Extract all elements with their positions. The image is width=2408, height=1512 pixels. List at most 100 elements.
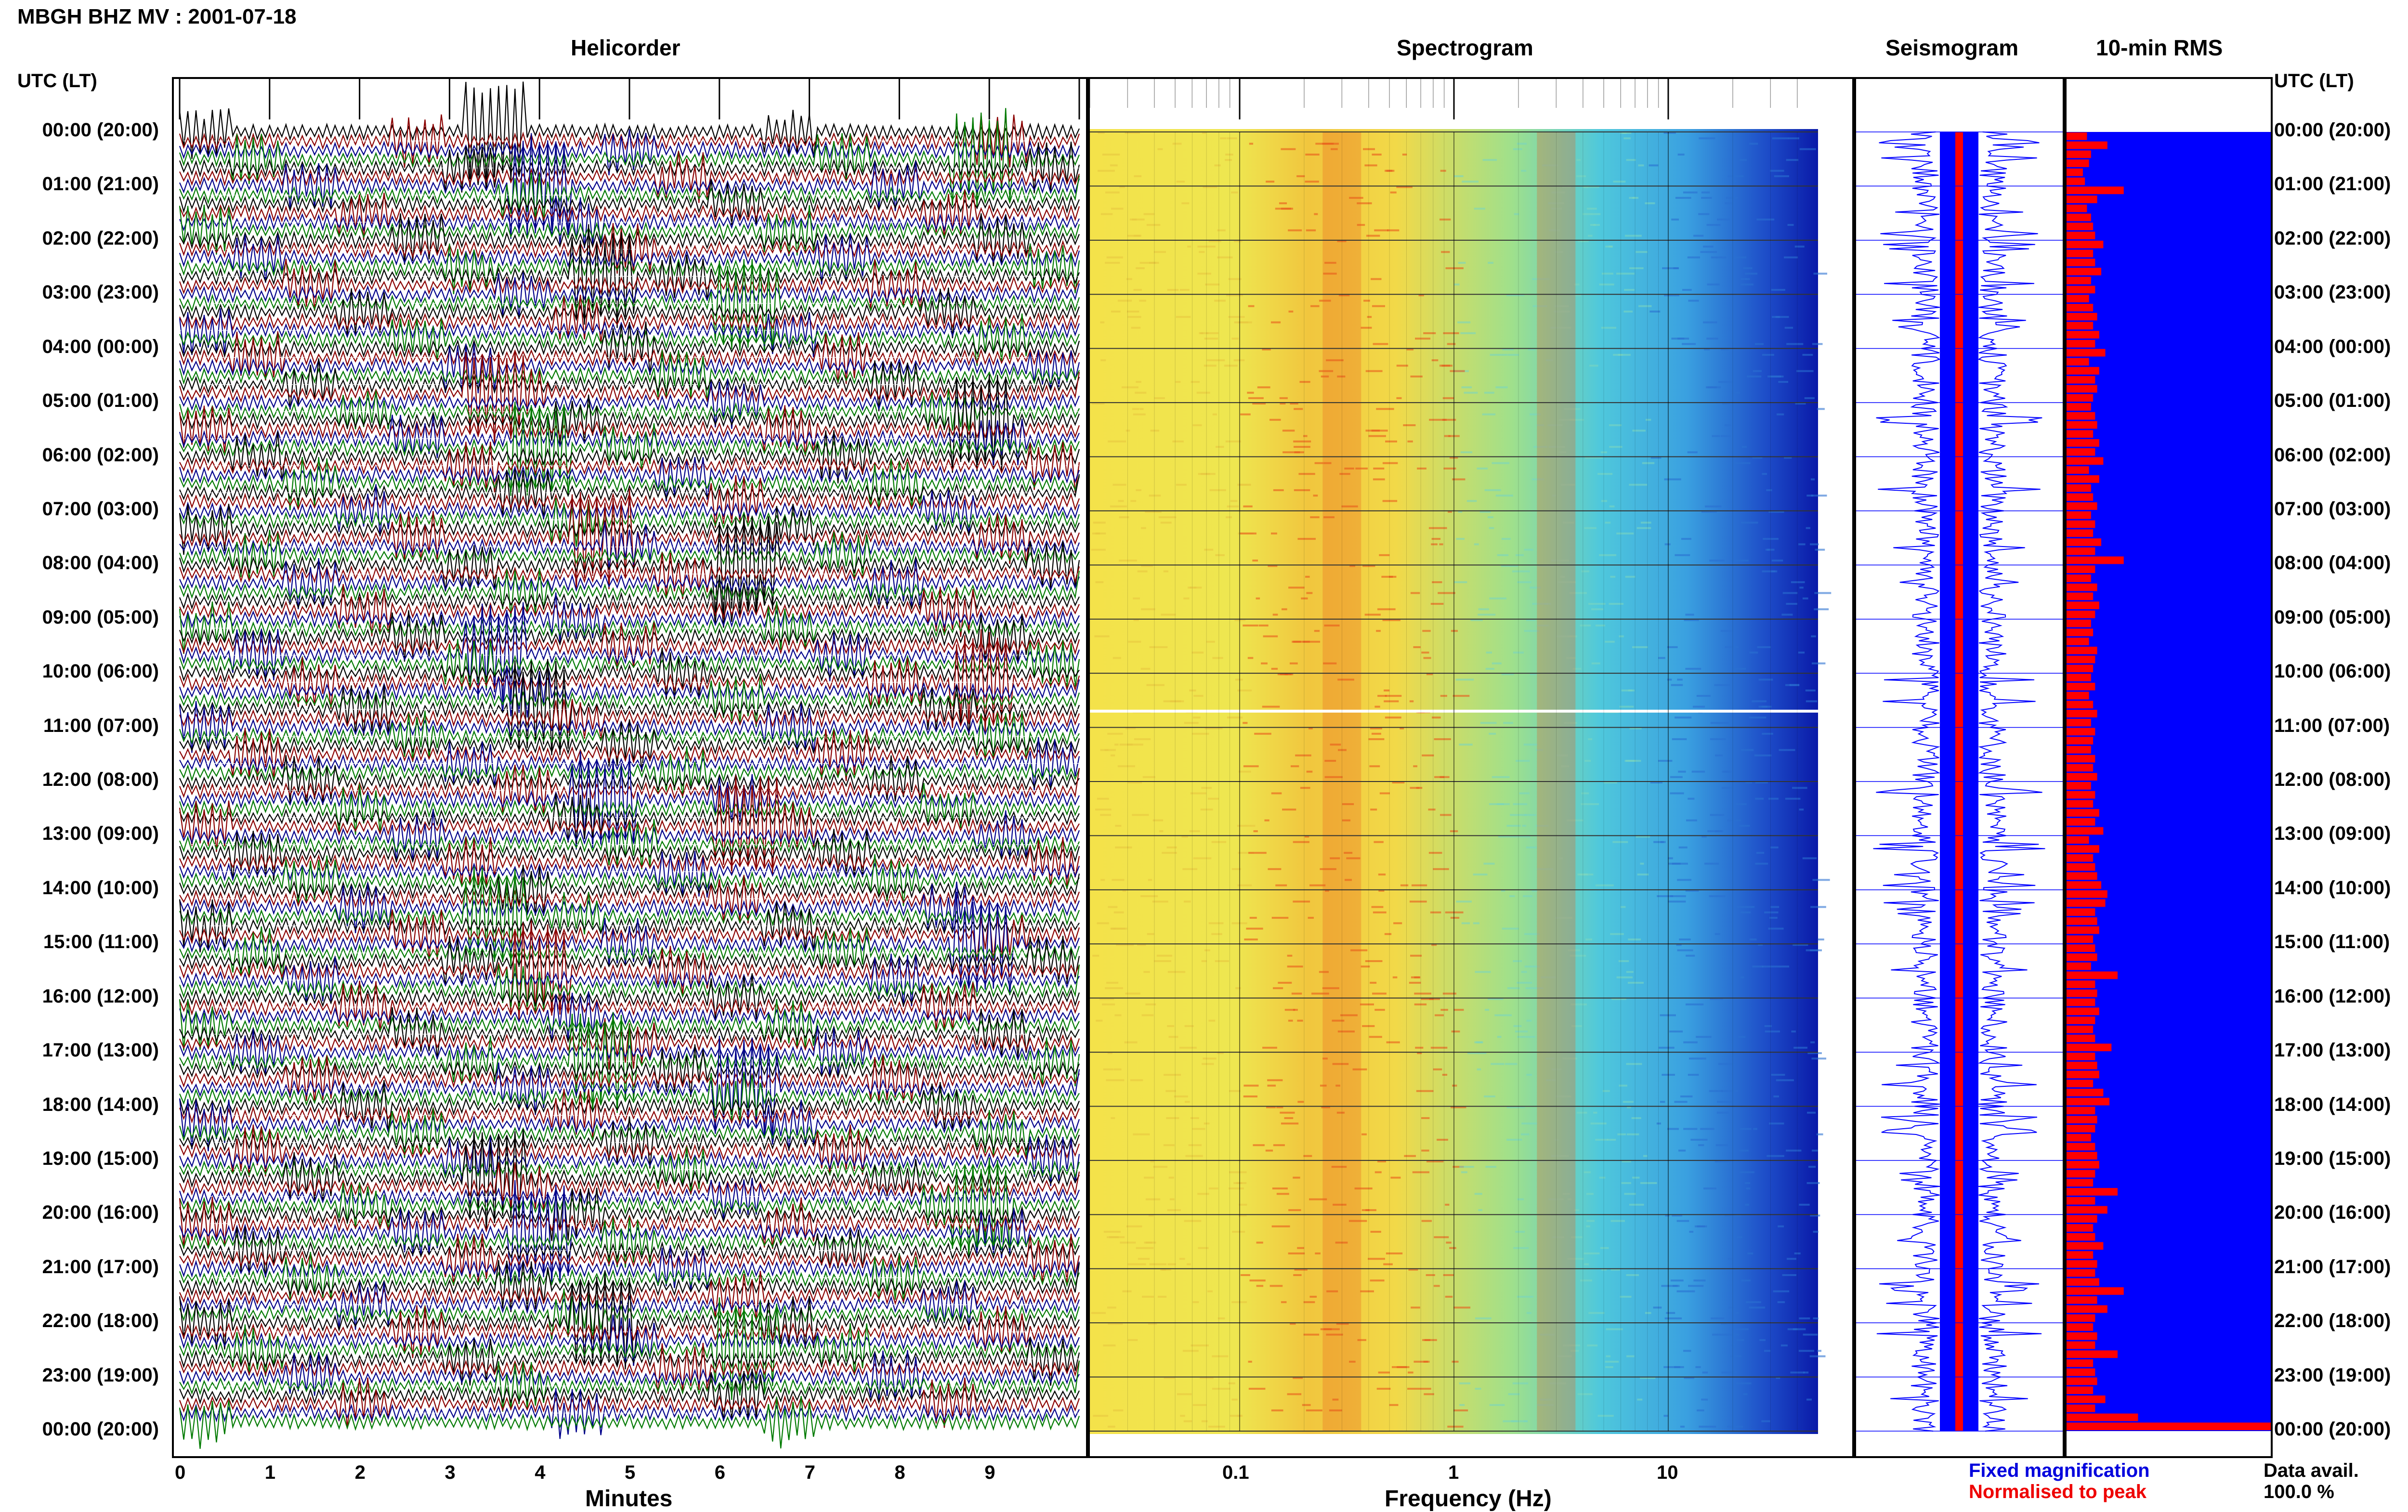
spectrogram-speckle: [1136, 267, 1145, 270]
spectrogram-speckle: [1290, 403, 1298, 405]
spectrogram-speckle: [1113, 1068, 1122, 1070]
spectrogram-speckle: [1519, 792, 1530, 795]
spectrogram-speckle: [1393, 922, 1402, 925]
time-label-right: 15:00 (11:00): [2274, 931, 2390, 953]
spectrogram-speckle: [1586, 1225, 1590, 1227]
helicorder-trace: [179, 1157, 1080, 1258]
spectrogram-speckle: [1763, 538, 1779, 540]
spectrogram-speckle: [1513, 960, 1522, 962]
spectrogram-speckle: [1617, 1133, 1626, 1135]
helicorder-trace: [179, 851, 1080, 898]
spectrogram-speckle: [1382, 500, 1398, 502]
helicorder-trace: [179, 639, 1080, 691]
spectrogram-speckle: [1165, 1090, 1176, 1092]
spectrogram-speckle: [1610, 1220, 1625, 1222]
spectrogram-speckle: [1243, 505, 1253, 508]
spectrogram-speckle: [1231, 338, 1239, 340]
spectrogram-speckle: [1092, 532, 1106, 534]
spectrogram-speckle: [1677, 879, 1692, 881]
spectrogram-speckle: [1675, 554, 1690, 556]
spectrogram-speckle: [1294, 446, 1310, 448]
spectrogram-speckle: [1514, 835, 1531, 838]
spectrogram-speckle: [1636, 251, 1648, 253]
spectrogram-speckle: [1636, 527, 1651, 529]
helicorder-trace: [179, 378, 1080, 429]
spectrogram-speckle: [1795, 403, 1806, 405]
spectrogram-speckle: [1421, 1220, 1432, 1222]
spectrogram-speckle: [1811, 495, 1827, 497]
spectrogram-speckle: [1737, 906, 1755, 908]
rms-bar: [2067, 331, 2099, 339]
spectrogram-speckle: [1337, 1030, 1355, 1033]
spectrogram-speckle: [1323, 462, 1332, 464]
spectrogram-speckle: [1212, 1355, 1229, 1357]
rms-bar: [2067, 1124, 2095, 1133]
spectrogram-speckle: [1205, 283, 1220, 286]
spectrogram-speckle: [1449, 1247, 1456, 1249]
spectrogram-speckle: [1638, 305, 1652, 307]
spectrogram-speckle: [1605, 521, 1611, 524]
spectrogram-speckle: [1459, 1404, 1465, 1406]
helicorder-trace: [179, 469, 1080, 520]
spectrogram-speckle: [1134, 738, 1151, 741]
helicorder-trace: [179, 272, 1080, 319]
spectrogram-speckle: [1297, 1247, 1304, 1249]
spectrogram-speckle: [1215, 554, 1225, 556]
spectrogram-speckle: [1315, 1252, 1321, 1255]
spectrogram-speckle: [1337, 375, 1346, 378]
rms-bar: [2067, 421, 2097, 429]
rms-bar: [2067, 313, 2097, 321]
spectrogram-speckle: [1739, 1149, 1749, 1152]
spectrogram-speckle: [1453, 695, 1470, 697]
helicorder-trace: [179, 1343, 1080, 1394]
spectrogram-speckle: [1408, 1371, 1413, 1374]
spectrogram-speckle: [1558, 451, 1567, 454]
spectrogram-speckle: [1585, 456, 1603, 459]
spectrogram-speckle: [1227, 137, 1237, 140]
spectrogram-speckle: [1360, 1003, 1374, 1005]
spectrogram-speckle: [1798, 543, 1806, 546]
spectrogram-speckle: [1667, 1128, 1679, 1130]
helicorder-trace: [179, 172, 1080, 221]
spectrogram-speckle: [1537, 565, 1554, 567]
spectrogram-speckle: [1192, 1128, 1205, 1130]
helicorder-trace: [179, 875, 1080, 924]
spectrogram-speckle: [1272, 613, 1278, 616]
spectrogram-speckle: [1163, 1144, 1175, 1147]
spectrogram-speckle: [1544, 603, 1551, 605]
spectrogram-speckle: [1637, 1398, 1643, 1401]
spectrogram-speckle: [1610, 575, 1616, 578]
spectrogram-speckle: [1319, 370, 1334, 372]
spectrogram-speckle: [1187, 1263, 1191, 1265]
helicorder-trace: [179, 1197, 1080, 1249]
spectrogram-speckle: [1722, 403, 1730, 405]
spectrogram-speckle: [1371, 906, 1384, 908]
spectrogram-speckle: [1728, 1306, 1734, 1309]
spectrogram-speckle: [1562, 1193, 1570, 1195]
spectrogram-speckle: [1776, 413, 1784, 416]
spectrogram-speckle: [1489, 732, 1496, 735]
spectrogram-speckle: [1126, 310, 1139, 313]
spectrogram-speckle: [1337, 678, 1354, 681]
spectrogram-speckle: [1167, 1263, 1176, 1265]
spectrogram-speckle: [1786, 1258, 1796, 1260]
spectrogram-speckle: [1244, 938, 1258, 941]
spectrogram-speckle: [1545, 359, 1553, 362]
helicorder-trace: [179, 864, 1080, 916]
spectrogram-speckle: [1335, 1084, 1340, 1087]
spectrogram-speckle: [1392, 782, 1405, 783]
spectrogram-speckle: [1268, 565, 1278, 567]
spectrogram-speckle: [1103, 1068, 1113, 1070]
rms-bar: [2067, 1422, 2271, 1430]
spectrogram-speckle: [1305, 153, 1320, 156]
rms-bar: [2067, 1080, 2094, 1088]
spectrogram-speckle: [1374, 1009, 1385, 1011]
spectrogram-speckle: [1423, 1360, 1428, 1363]
spectrogram-speckle: [1291, 992, 1302, 995]
rms-bar: [2067, 917, 2097, 925]
spectrogram-speckle: [1706, 338, 1718, 340]
time-label-left: 23:00 (19:00): [42, 1364, 159, 1386]
spectrogram-speckle: [1547, 424, 1563, 427]
spectrogram-speckle: [1174, 1095, 1188, 1098]
helicorder-trace: [179, 836, 1080, 889]
